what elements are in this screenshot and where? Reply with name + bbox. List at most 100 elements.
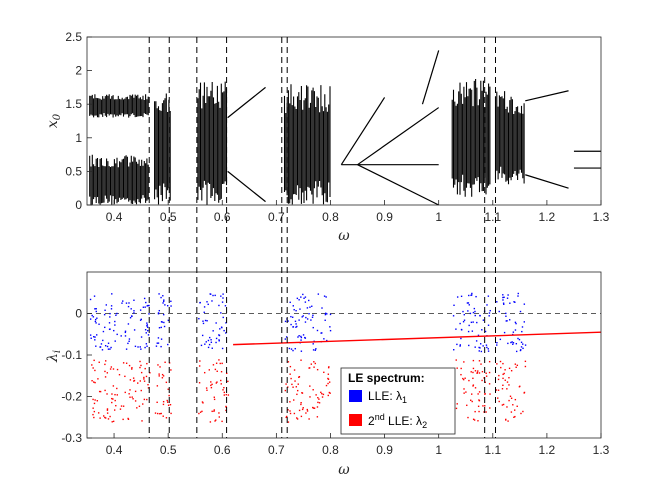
series-point [115,404,117,407]
series-point [99,390,102,393]
series-point [128,364,131,367]
series-point [306,307,309,309]
series-λ1-chaotic-cloud-2 [198,293,227,350]
series-point [302,334,305,336]
series-point [218,359,220,361]
series-point [523,391,526,394]
series-point [516,405,518,408]
series-point [213,396,215,398]
series-point [102,330,105,333]
series-point [502,294,504,296]
series-point [520,341,523,344]
series-point [478,360,481,362]
series-point [166,399,168,402]
series-point [136,407,138,409]
series-point [510,341,512,344]
series-point [95,310,97,313]
bifurcation-axes-box [86,36,602,206]
series-point [157,342,160,344]
series-point [326,313,328,315]
series-point [497,378,500,381]
series-point [471,393,473,395]
series-point [140,348,142,350]
series-point [477,370,479,372]
series-point [291,316,294,318]
series-point [496,342,498,344]
series-point [140,336,143,338]
series-point [467,302,470,304]
series-point [472,377,474,380]
series-point [463,319,466,321]
series-point [476,371,479,374]
series-point [220,371,223,373]
series-point [131,396,133,398]
series-point [106,408,109,410]
series-point [298,335,300,337]
series-point [104,376,107,378]
series-point [141,420,143,422]
series-point [306,410,309,412]
series-point [460,295,463,298]
series-point [206,389,208,391]
chaotic-band-0 [89,154,149,205]
series-point [496,344,498,346]
series-point [162,302,164,304]
series-point [154,412,157,414]
series-point [227,380,229,383]
series-point [482,345,484,347]
series-point [143,380,146,382]
series-point [106,409,109,411]
series-point [515,343,518,345]
series-point [479,347,481,349]
series-point [305,412,307,414]
series-point [506,381,509,383]
series-point [124,331,127,334]
series-point [327,366,330,369]
series-point [162,295,164,297]
series-point [93,410,96,413]
series-point [313,366,315,368]
series-point [462,377,464,380]
series-point [157,313,160,315]
series-point [131,368,133,370]
series-point [132,398,134,400]
series-point [198,365,201,367]
series-point [159,366,161,368]
series-point [95,308,97,310]
series-λ2-periodic-line [233,331,602,346]
series-point [507,420,509,422]
series-point [213,409,215,411]
series-point [475,295,477,298]
series-point [95,345,97,347]
series-point [485,344,488,346]
series-point [218,412,220,414]
lyapunov-x-tick-label: 0.5 [160,443,177,457]
series-point [129,317,132,319]
series-point [111,397,113,400]
bifurcation-y-tick-label: 1 [75,131,82,145]
series-point [114,393,116,396]
series-point [211,383,213,386]
series-point [143,378,145,380]
series-point [473,307,476,310]
series-λ2-chaotic-cloud-3 [284,359,331,423]
series-point [91,380,93,382]
series-point [489,393,491,395]
series-point [308,313,310,315]
bifurcation-panel: 0.4 0.5 0.6 0.7 0.8 0.9 1 1.1 1.2 1.3 0 0.5 1 1.5 2 2.… [45,30,610,244]
periodic-branch-7 [525,90,569,102]
series-point [514,398,517,401]
series-point [478,391,481,393]
series-point [138,405,141,408]
chaotic-band-2 [154,93,171,205]
series-point [222,389,224,391]
lyapunov-x-tick-label: 1 [435,443,442,457]
series-point [301,316,303,318]
series-point [292,326,294,328]
bifurcation-x-label: ω [338,228,350,244]
series-point [312,326,314,329]
series-point [513,301,515,303]
series-point [478,410,480,413]
series-point [476,372,478,374]
series-point [309,396,311,398]
